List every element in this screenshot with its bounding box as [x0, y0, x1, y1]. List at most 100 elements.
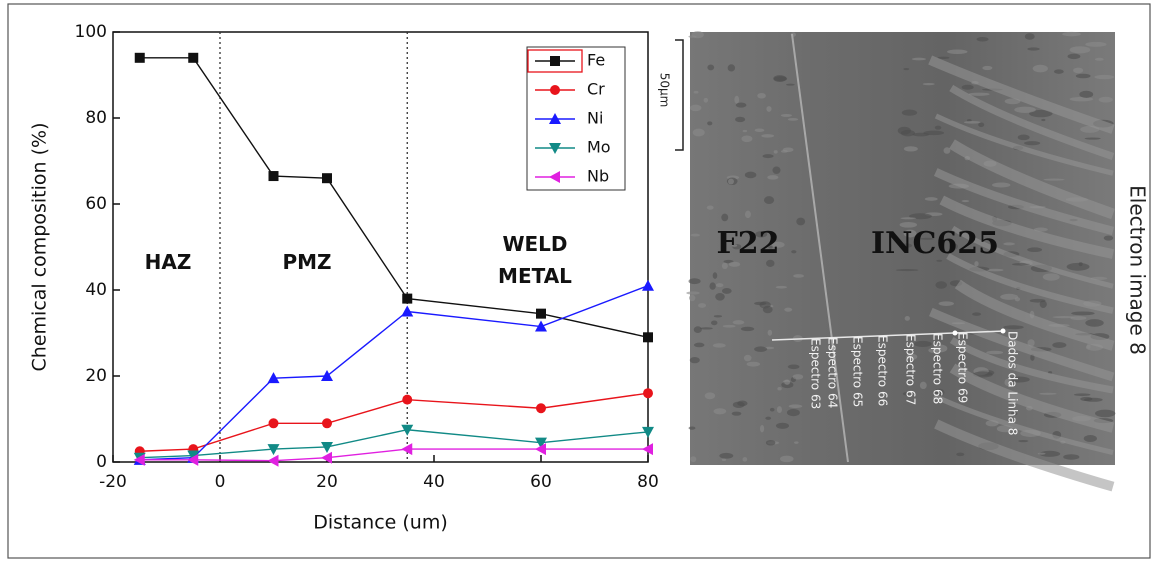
texture	[767, 175, 778, 180]
texture	[713, 343, 726, 347]
texture	[755, 128, 765, 132]
texture	[1070, 316, 1086, 320]
spectrum-label: Espectro 65	[851, 336, 865, 407]
texture	[707, 206, 714, 210]
texture	[935, 126, 942, 130]
texture	[722, 263, 728, 269]
texture	[780, 456, 794, 463]
texture	[1024, 141, 1040, 145]
texture	[1087, 344, 1091, 349]
texture	[700, 327, 713, 329]
texture	[760, 425, 764, 432]
legend-label: Fe	[587, 51, 605, 70]
texture	[1095, 410, 1115, 418]
texture	[743, 130, 748, 132]
y-tick-label: 0	[96, 452, 107, 472]
texture	[733, 402, 745, 408]
texture	[745, 211, 751, 218]
texture	[1003, 242, 1015, 245]
scan-point	[1001, 329, 1006, 334]
texture	[972, 312, 981, 315]
series-line	[140, 449, 648, 461]
texture	[1084, 398, 1103, 402]
texture	[964, 121, 981, 124]
texture	[692, 31, 704, 38]
y-tick-label: 100	[75, 22, 107, 42]
marker	[401, 306, 413, 317]
marker	[402, 294, 412, 304]
scale-label: 50µm	[658, 73, 672, 108]
texture	[925, 197, 938, 201]
x-tick-label: 0	[215, 472, 226, 492]
marker	[402, 395, 412, 405]
texture	[1033, 65, 1048, 73]
texture	[794, 441, 799, 443]
x-tick-label: 60	[530, 472, 552, 492]
region-annotation: WELD METAL	[485, 228, 585, 298]
texture	[1074, 393, 1090, 396]
x-axis-label: Distance (um)	[313, 512, 448, 534]
texture	[744, 355, 752, 362]
texture	[734, 96, 739, 104]
image-caption: Electron image 8	[1126, 185, 1150, 355]
texture	[986, 351, 1003, 355]
texture	[686, 291, 699, 294]
texture	[923, 131, 944, 135]
texture	[1085, 137, 1101, 139]
texture	[711, 320, 717, 325]
texture	[747, 362, 760, 367]
texture	[944, 147, 951, 154]
spectrum-label: Espectro 66	[876, 335, 890, 406]
texture	[900, 217, 916, 219]
texture	[694, 343, 704, 348]
x-tick-label: 40	[423, 472, 445, 492]
texture	[707, 64, 714, 70]
texture	[757, 93, 766, 99]
texture	[788, 364, 800, 369]
y-tick-label: 60	[85, 194, 107, 214]
texture	[705, 392, 716, 399]
texture	[762, 154, 773, 158]
texture	[781, 114, 792, 117]
spectrum-label: Espectro 68	[931, 333, 945, 404]
texture	[1067, 263, 1090, 271]
texture	[904, 146, 918, 151]
figure: 50µmElectron image 8F22INC625Espectro 63…	[0, 0, 1158, 564]
texture	[903, 68, 909, 70]
marker	[536, 309, 546, 319]
texture	[786, 84, 795, 86]
texture	[1073, 68, 1083, 74]
texture	[787, 409, 800, 416]
spectrum-label: Espectro 67	[904, 334, 918, 405]
spectrum-label: Dados da Linha 8	[1006, 331, 1020, 435]
texture	[956, 453, 964, 457]
texture	[784, 308, 792, 312]
texture	[977, 37, 989, 42]
texture	[1054, 69, 1064, 73]
texture	[1027, 47, 1039, 50]
y-tick-label: 40	[85, 280, 107, 300]
texture	[690, 105, 702, 112]
texture	[768, 330, 773, 336]
texture	[791, 250, 796, 253]
texture	[694, 326, 702, 333]
marker	[643, 332, 653, 342]
texture	[728, 179, 734, 185]
texture	[693, 129, 705, 137]
texture	[1014, 107, 1036, 113]
region-label: F22	[716, 226, 779, 261]
texture	[901, 130, 915, 136]
x-tick-label: 80	[637, 472, 659, 492]
marker	[268, 455, 279, 467]
y-tick-label: 20	[85, 366, 107, 386]
texture	[1070, 97, 1094, 101]
annotation-text: PMZ	[267, 232, 347, 278]
texture	[784, 379, 790, 384]
marker	[188, 53, 198, 63]
texture	[777, 406, 782, 413]
marker	[536, 403, 546, 413]
texture	[969, 93, 990, 96]
texture	[788, 118, 798, 121]
texture	[707, 121, 712, 125]
texture	[1018, 440, 1028, 442]
